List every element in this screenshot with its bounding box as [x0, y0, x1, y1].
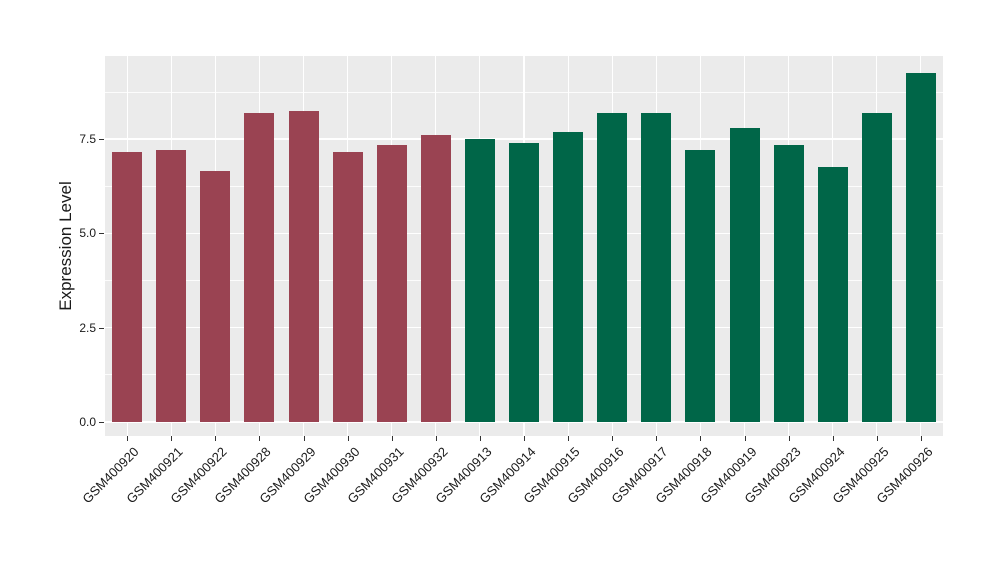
- y-tick-mark: [99, 327, 104, 329]
- bar-GSM400913: [464, 139, 495, 422]
- y-tick-label: 7.5: [79, 132, 96, 146]
- bar-GSM400919: [729, 127, 760, 422]
- bar-GSM400923: [773, 144, 804, 422]
- x-tick-mark: [744, 436, 746, 441]
- bar-GSM400924: [817, 167, 848, 422]
- x-tick-mark: [479, 436, 481, 441]
- bar-GSM400929: [288, 110, 319, 422]
- y-tick-mark: [99, 139, 104, 140]
- major-gridline: [105, 421, 943, 423]
- bar-GSM400916: [597, 112, 628, 422]
- bar-GSM400922: [200, 171, 231, 422]
- y-tick-label: 0.0: [79, 415, 96, 429]
- x-tick-mark: [876, 436, 878, 441]
- bar-GSM400926: [905, 73, 936, 422]
- x-tick-mark: [920, 436, 922, 441]
- x-tick-mark: [435, 436, 437, 441]
- x-tick-mark: [391, 436, 393, 441]
- x-tick-mark: [347, 436, 349, 441]
- y-tick-label: 5.0: [79, 226, 96, 241]
- bar-GSM400914: [509, 142, 539, 422]
- x-tick-mark: [612, 436, 614, 441]
- bar-GSM400932: [420, 135, 451, 422]
- bar-GSM400918: [685, 150, 716, 422]
- minor-gridline: [105, 91, 943, 93]
- x-tick-mark: [303, 436, 305, 441]
- bar-GSM400930: [332, 152, 363, 422]
- x-tick-mark: [259, 436, 261, 441]
- y-tick-mark: [99, 422, 104, 423]
- bar-GSM400925: [861, 112, 892, 422]
- bar-GSM400917: [641, 112, 672, 422]
- x-tick-mark: [127, 436, 129, 441]
- x-tick-mark: [215, 436, 217, 441]
- bar-GSM400931: [376, 144, 407, 422]
- x-tick-mark: [700, 436, 702, 441]
- x-tick-mark: [524, 436, 525, 441]
- bar-GSM400915: [553, 131, 584, 422]
- y-tick-mark: [99, 233, 104, 235]
- major-gridline: [105, 138, 943, 140]
- y-tick-label: 2.5: [79, 320, 96, 335]
- bar-GSM400928: [244, 112, 275, 422]
- y-axis-title: Expression Level: [56, 181, 75, 311]
- x-tick-mark: [788, 436, 790, 441]
- bar-GSM400920: [112, 152, 143, 422]
- x-tick-mark: [656, 436, 658, 441]
- bar-GSM400921: [156, 150, 187, 422]
- x-tick-mark: [171, 436, 173, 441]
- x-tick-mark: [568, 436, 570, 441]
- x-tick-mark: [832, 436, 834, 441]
